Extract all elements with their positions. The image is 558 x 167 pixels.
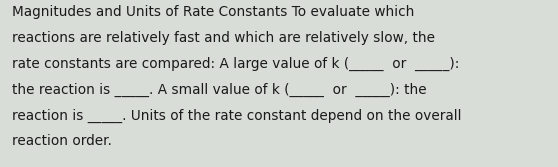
- Text: reactions are relatively fast and which are relatively slow, the: reactions are relatively fast and which …: [12, 31, 435, 45]
- Text: the reaction is _____. A small value of k (_____  or  _____): the: the reaction is _____. A small value of …: [12, 83, 427, 97]
- Text: rate constants are compared: A large value of k (_____  or  _____):: rate constants are compared: A large val…: [12, 57, 460, 71]
- Text: Magnitudes and Units of Rate Constants To evaluate which: Magnitudes and Units of Rate Constants T…: [12, 5, 415, 19]
- Text: reaction is _____. Units of the rate constant depend on the overall: reaction is _____. Units of the rate con…: [12, 109, 462, 123]
- Text: reaction order.: reaction order.: [12, 134, 112, 148]
